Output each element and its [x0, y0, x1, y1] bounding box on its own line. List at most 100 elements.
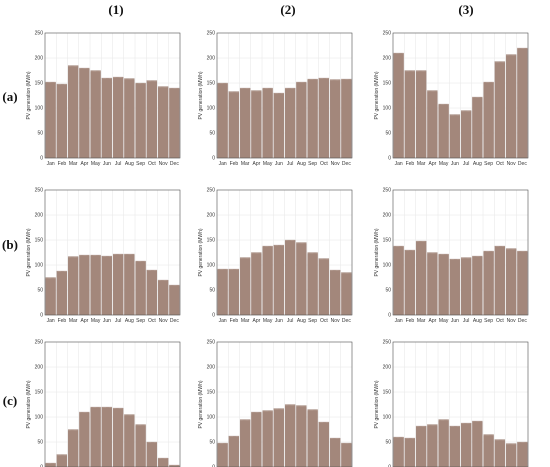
chart-panel-a1: 0 50 100 150 200 250 Jan Feb Mar Apr May Jun Jul Aug S… — [26, 31, 181, 167]
x-tick-label: Jan — [47, 161, 55, 167]
bar-nov — [505, 443, 517, 467]
plot-frame — [392, 341, 529, 467]
bar-jul — [460, 257, 472, 316]
chart-panel-b1: 0 50 100 150 200 250 Jan Feb Mar Apr May Jun Jul Aug S… — [26, 188, 181, 324]
x-tick-label: Feb — [406, 318, 415, 324]
y-tick-label: 0 — [388, 465, 391, 467]
x-tick-label: Apr — [428, 318, 436, 324]
bar-oct — [146, 80, 158, 159]
x-tick-label: Oct — [496, 161, 504, 167]
y-axis-label: PV generation (MWh) — [198, 71, 204, 119]
bar-nov — [329, 437, 341, 467]
x-tick-label: Mar — [69, 161, 78, 167]
y-tick-label: 150 — [383, 390, 392, 396]
x-tick-label: Dec — [170, 318, 179, 324]
bar-jan — [45, 277, 56, 316]
y-tick-label: 0 — [212, 465, 215, 467]
bar-oct — [318, 77, 330, 159]
y-axis-label: PV generation (MWh) — [26, 380, 32, 428]
y-tick-label: 150 — [207, 390, 216, 396]
bar-aug — [124, 253, 135, 316]
bar-jul — [284, 87, 296, 159]
bar-apr — [79, 67, 90, 159]
x-tick-label: Oct — [320, 318, 328, 324]
row-header-c: (c) — [3, 393, 17, 408]
bar-apr — [79, 254, 90, 316]
x-tick-label: Dec — [170, 161, 179, 167]
plot-frame — [44, 341, 181, 467]
x-tick-label: Jan — [219, 161, 227, 167]
y-tick-label: 200 — [383, 365, 392, 371]
bar-may — [438, 103, 449, 159]
x-tick-label: Jul — [287, 318, 293, 324]
x-tick-label: Apr — [252, 318, 260, 324]
bar-feb — [228, 268, 240, 316]
y-tick-label: 50 — [385, 440, 391, 446]
y-tick-label: 250 — [207, 340, 216, 346]
x-tick-label: Nov — [159, 161, 168, 167]
bar-feb — [56, 83, 68, 159]
y-tick-label: 250 — [35, 188, 44, 194]
bar-sep — [307, 409, 318, 467]
bar-may — [438, 253, 449, 316]
bar-feb — [404, 70, 416, 159]
y-tick-label: 150 — [35, 390, 44, 396]
y-tick-label: 200 — [207, 56, 216, 62]
y-tick-label: 200 — [35, 56, 44, 62]
x-tick-label: Jan — [219, 318, 227, 324]
bar-feb — [404, 437, 416, 467]
bar-jul — [284, 404, 296, 467]
bar-aug — [472, 96, 483, 159]
x-tick-label: Nov — [331, 161, 340, 167]
x-tick-label: Mar — [69, 318, 78, 324]
y-axis-label: PV generation (MWh) — [26, 71, 32, 119]
column-header-2: (2) — [280, 2, 295, 17]
x-tick-label: Sep — [308, 161, 317, 167]
x-tick-label: Nov — [507, 318, 516, 324]
y-tick-label: 100 — [383, 415, 392, 421]
bar-feb — [404, 249, 416, 316]
x-tick-label: Dec — [342, 161, 351, 167]
y-tick-label: 50 — [37, 131, 43, 137]
x-tick-label: Oct — [148, 161, 156, 167]
bar-jan — [217, 82, 228, 159]
y-tick-label: 150 — [207, 81, 216, 87]
y-tick-label: 0 — [40, 465, 43, 467]
x-tick-label: Mar — [417, 161, 426, 167]
x-tick-label: Oct — [496, 318, 504, 324]
x-tick-label: Aug — [473, 318, 482, 324]
bar-jan — [217, 442, 228, 467]
x-tick-label: Jun — [103, 318, 111, 324]
x-tick-label: Jul — [463, 161, 469, 167]
x-tick-label: Apr — [80, 161, 88, 167]
bar-feb — [228, 91, 240, 159]
x-tick-label: Sep — [308, 318, 317, 324]
x-tick-label: Jul — [287, 161, 293, 167]
x-tick-label: Jun — [451, 161, 459, 167]
bar-mar — [67, 256, 79, 316]
bar-oct — [494, 439, 506, 467]
bar-apr — [251, 252, 262, 316]
x-tick-label: Feb — [230, 318, 239, 324]
plot-frame — [44, 189, 181, 316]
bar-oct — [318, 421, 330, 467]
y-tick-label: 50 — [385, 131, 391, 137]
plot-frame — [392, 32, 529, 159]
y-tick-label: 250 — [207, 31, 216, 37]
x-tick-label: May — [439, 161, 449, 167]
x-tick-label: Apr — [80, 318, 88, 324]
plot-frame — [392, 189, 529, 316]
bar-jan — [45, 81, 56, 159]
x-tick-label: Aug — [125, 318, 134, 324]
y-tick-label: 250 — [383, 31, 392, 37]
bar-apr — [427, 424, 438, 467]
x-tick-label: Nov — [331, 318, 340, 324]
y-tick-label: 150 — [207, 238, 216, 244]
x-tick-label: May — [91, 161, 101, 167]
x-tick-label: Dec — [518, 161, 527, 167]
bar-jan — [393, 436, 404, 467]
bar-nov — [157, 457, 169, 467]
bar-sep — [135, 82, 146, 159]
x-tick-label: Dec — [518, 318, 527, 324]
